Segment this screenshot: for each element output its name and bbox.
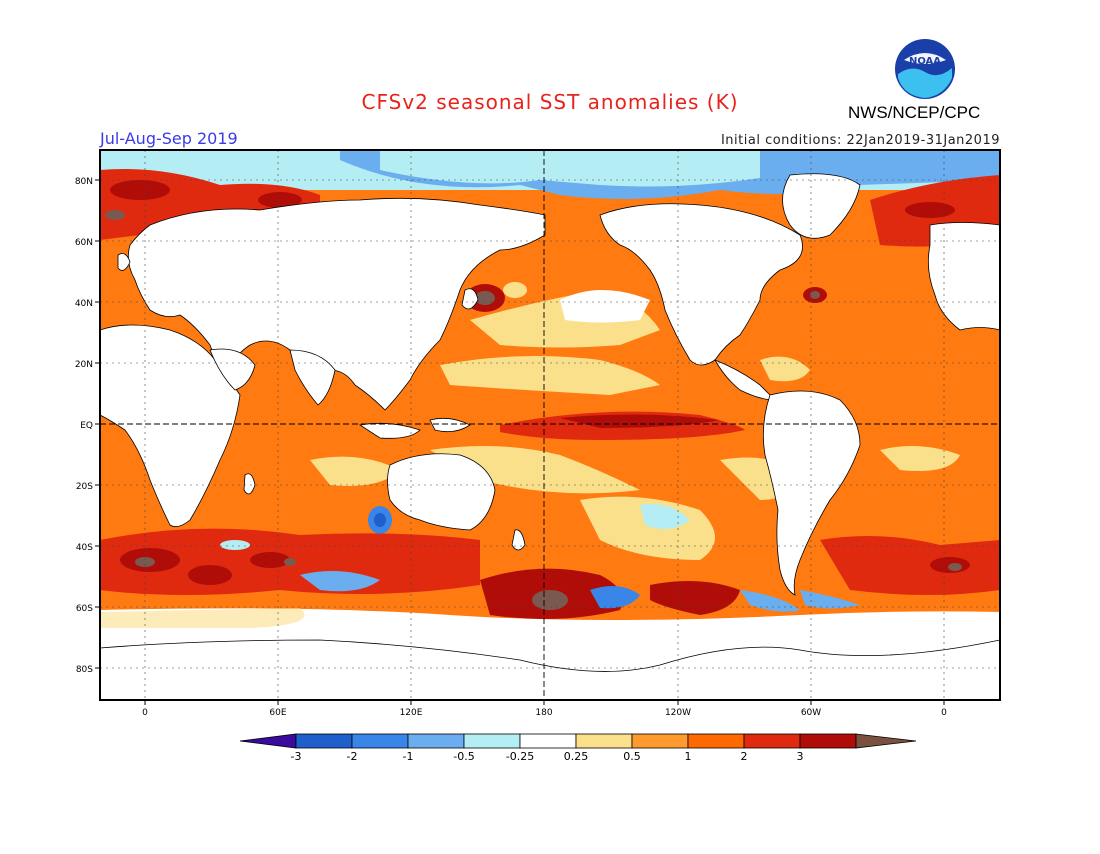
- colorbar-tick-label: -2: [347, 750, 358, 763]
- colorbar-tick-label: 0.25: [564, 750, 589, 763]
- colorbar-segment: [743, 733, 801, 749]
- lon-label-180: 180: [535, 708, 552, 718]
- colorbar-tick-label: -0.25: [506, 750, 534, 763]
- colorbar-segment: [631, 733, 689, 749]
- colorbar-segment: [351, 733, 409, 749]
- colorbar-segment: [407, 733, 465, 749]
- lat-label-20n: 20N: [75, 360, 93, 370]
- sst-field: [100, 150, 1000, 700]
- colorbar-segment: [295, 733, 353, 749]
- colorbar-tick-label: -1: [403, 750, 414, 763]
- lon-label-120e: 120E: [400, 708, 423, 718]
- colorbar-tick-label: -0.5: [453, 750, 474, 763]
- lat-label-40n: 40N: [75, 299, 93, 309]
- map-frame: [99, 149, 1001, 701]
- colorbar-segment: [799, 733, 857, 749]
- colorbar-segment: [575, 733, 633, 749]
- lat-label-40s: 40S: [76, 543, 93, 553]
- lat-label-20s: 20S: [76, 482, 93, 492]
- lat-label-80s: 80S: [76, 665, 93, 675]
- noaa-logo-icon: NOAA: [895, 39, 955, 99]
- lon-label-120w: 120W: [665, 708, 691, 718]
- graticule: [100, 150, 1000, 700]
- colorbar-tick-label: 2: [741, 750, 748, 763]
- land-masses: [100, 173, 1000, 700]
- lat-label-60s: 60S: [76, 604, 93, 614]
- colorbar-segment: [519, 733, 577, 749]
- colorbar-extend-high: [855, 733, 917, 749]
- colorbar-tick-label: -3: [291, 750, 302, 763]
- colorbar-tick-label: 0.5: [623, 750, 641, 763]
- organization-label: NWS/NCEP/CPC: [848, 103, 981, 122]
- svg-text:NOAA: NOAA: [909, 56, 941, 67]
- lat-label-eq: EQ: [80, 421, 93, 431]
- colorbar-extend-low: [239, 733, 297, 749]
- lat-label-80n: 80N: [75, 177, 93, 187]
- colorbar: -3 -2 -1 -0.5 -0.25 0.25 0.5 1 2 3: [239, 733, 917, 763]
- colorbar-tick-label: 3: [797, 750, 804, 763]
- lat-label-60n: 60N: [75, 238, 93, 248]
- colorbar-segment: [463, 733, 521, 749]
- lon-label-0-east: 0: [941, 708, 947, 718]
- colorbar-segment: [687, 733, 745, 749]
- lon-label-0-west: 0: [142, 708, 148, 718]
- initial-conditions-label: Initial conditions: 22Jan2019-31Jan2019: [720, 133, 1000, 148]
- lon-label-60w: 60W: [801, 708, 821, 718]
- lon-label-60e: 60E: [269, 708, 286, 718]
- forecast-period: Jul-Aug-Sep 2019: [100, 129, 238, 148]
- map-title: CFSv2 seasonal SST anomalies (K): [361, 90, 739, 114]
- reference-lines: [100, 150, 1000, 700]
- colorbar-tick-label: 1: [685, 750, 692, 763]
